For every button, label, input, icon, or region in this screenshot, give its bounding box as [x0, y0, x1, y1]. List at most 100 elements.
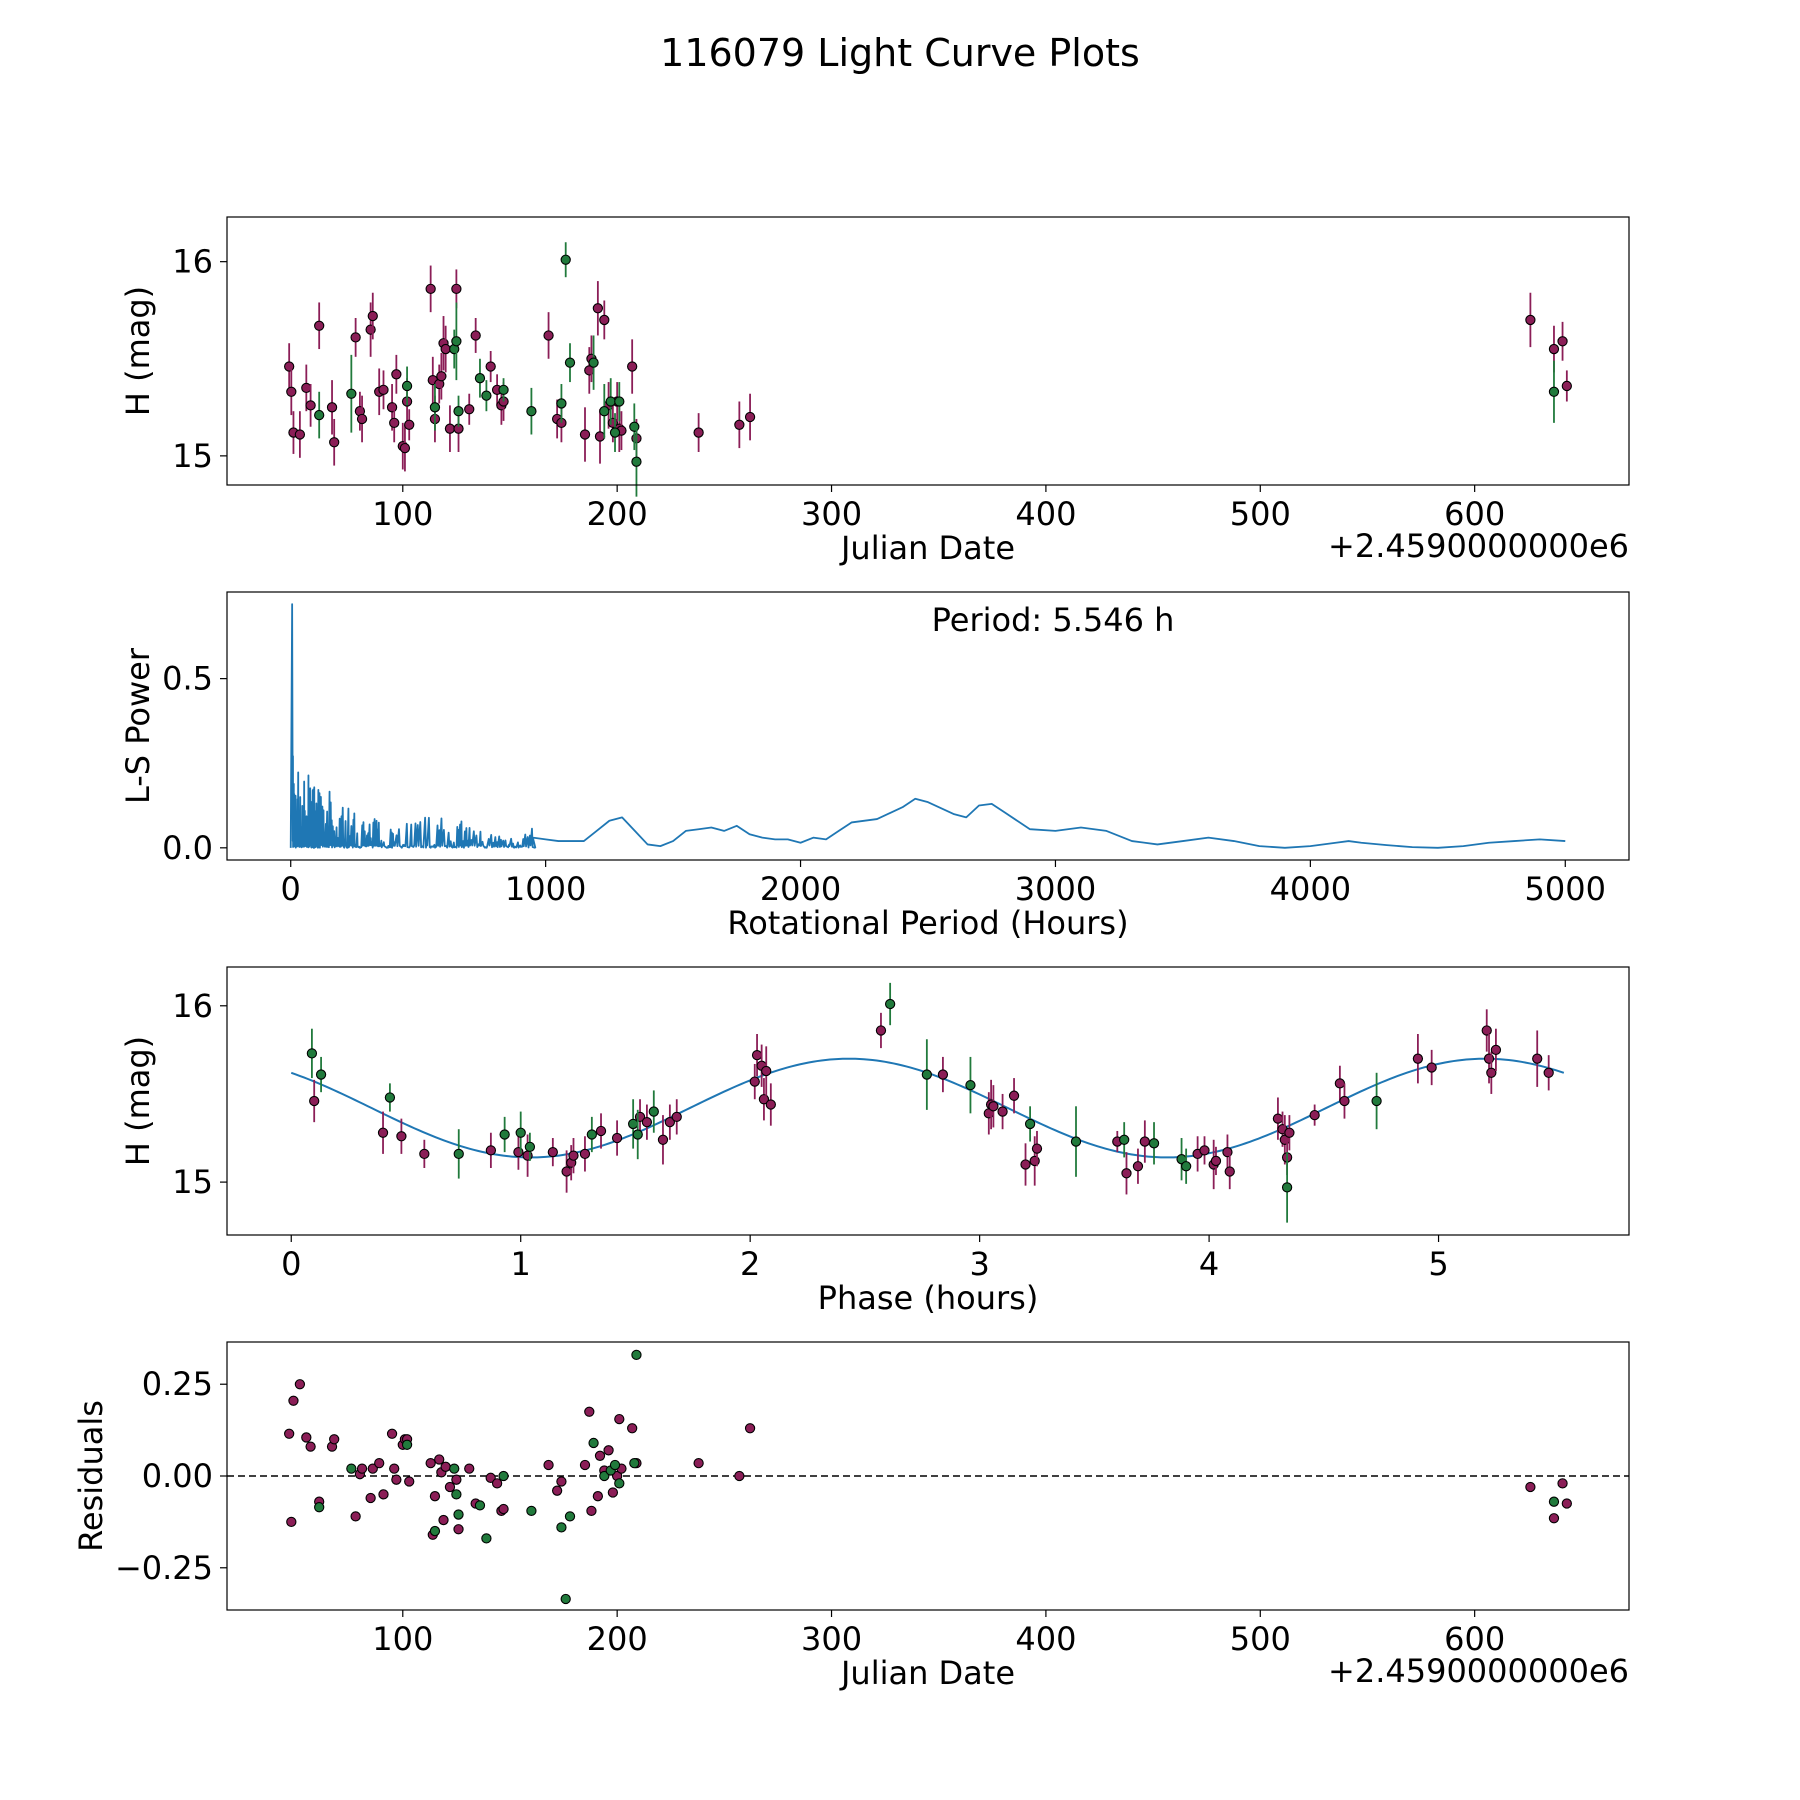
phase-point	[921, 1069, 933, 1080]
residuals-point	[1557, 1478, 1568, 1489]
phase-panel: Phase (hours) H (mag) 0 1 2 3 4 5 15 16	[119, 966, 1630, 1317]
residuals-point	[556, 1476, 567, 1487]
phase-point	[309, 1095, 320, 1107]
lightcurve-point	[425, 283, 436, 295]
residuals-point	[350, 1511, 361, 1522]
residuals-point	[438, 1514, 449, 1526]
phase-point	[485, 1145, 497, 1156]
periodogram-x-tick-label: 2000	[760, 870, 841, 908]
residuals-point	[744, 1423, 756, 1434]
residuals-point	[627, 1423, 638, 1434]
residuals-point	[440, 1461, 451, 1472]
phase-point	[1426, 1062, 1437, 1073]
residuals-point	[286, 1516, 297, 1528]
residuals-point	[346, 1463, 357, 1474]
residuals-point	[614, 1413, 625, 1425]
phase-point	[1070, 1136, 1082, 1147]
phase-point	[997, 1106, 1008, 1117]
lightcurve-point	[560, 254, 571, 265]
residuals-point	[374, 1458, 385, 1469]
residuals-point	[485, 1472, 496, 1483]
lightcurve-point	[305, 400, 316, 411]
phase-point	[377, 1127, 389, 1138]
periodogram-x-tick-label: 3000	[1015, 870, 1096, 908]
phase-point	[632, 1129, 643, 1140]
residuals-point	[367, 1463, 378, 1474]
lightcurve-point	[365, 324, 376, 335]
residuals-point	[1548, 1513, 1560, 1524]
lightcurve-point	[367, 310, 378, 322]
lightcurve-point	[1548, 386, 1560, 397]
residuals-y-tick-label: 0.00	[142, 1457, 213, 1495]
lightcurve-x-offset: +2.4590000000e6	[1328, 527, 1629, 565]
residuals-point	[594, 1450, 606, 1461]
lightcurve-point	[744, 411, 756, 423]
lightcurve-point	[389, 417, 400, 429]
phase-point	[1309, 1109, 1320, 1121]
residuals-point	[386, 1428, 398, 1439]
phase-x-tick-label: 1	[511, 1245, 531, 1283]
phase-point	[1222, 1146, 1233, 1158]
phase-x-tick-label: 2	[740, 1245, 760, 1283]
lightcurve-point	[734, 419, 745, 430]
lightcurve-point	[498, 384, 509, 395]
lightcurve-point	[451, 336, 462, 347]
lightcurve-point	[284, 361, 295, 372]
phase-point	[513, 1146, 524, 1158]
phase-point	[1339, 1095, 1350, 1107]
lightcurve-point	[556, 398, 567, 409]
phase-y-tick-label: 16	[172, 987, 213, 1025]
residuals-point	[391, 1474, 402, 1485]
lightcurve-point	[464, 404, 475, 415]
phase-point	[664, 1117, 676, 1128]
residuals-point	[631, 1349, 642, 1360]
residuals-point	[556, 1522, 567, 1533]
residuals-point	[579, 1459, 591, 1471]
residuals-point	[301, 1432, 312, 1443]
lightcurve-y-tick-label: 16	[172, 243, 213, 281]
phase-point	[384, 1092, 396, 1103]
lightcurve-x-tick-label: 400	[1015, 495, 1076, 533]
phase-point	[499, 1129, 510, 1140]
phase-point	[884, 998, 896, 1010]
residuals-point	[365, 1492, 376, 1504]
phase-point	[568, 1150, 579, 1161]
lightcurve-point	[599, 314, 610, 326]
phase-point	[515, 1127, 526, 1138]
periodogram-x-tick-label: 0	[281, 870, 301, 908]
phase-point	[641, 1117, 653, 1128]
residuals-point	[329, 1434, 340, 1445]
phase-point	[315, 1069, 327, 1080]
residuals-point	[543, 1459, 554, 1471]
lightcurve-point	[314, 409, 325, 421]
lightcurve-point	[356, 413, 368, 425]
phase-point	[453, 1148, 464, 1160]
phase-x-tick-label: 3	[969, 1245, 989, 1283]
lightcurve-point	[453, 406, 464, 417]
phase-point	[595, 1125, 607, 1137]
periodogram-y-tick-label: 0.5	[162, 660, 213, 698]
phase-point	[524, 1141, 536, 1152]
residuals-point	[491, 1478, 503, 1489]
lightcurve-x-tick-label: 200	[587, 495, 648, 533]
residuals-point	[451, 1489, 462, 1500]
residuals-point	[288, 1395, 299, 1406]
figure-title: 116079 Light Curve Plots	[660, 31, 1140, 75]
residuals-x-tick-label: 400	[1015, 1620, 1076, 1658]
phase-point	[1020, 1159, 1031, 1170]
residuals-x-offset: +2.4590000000e6	[1328, 1652, 1629, 1690]
residuals-point	[586, 1505, 597, 1517]
phase-point	[765, 1099, 776, 1110]
residuals-point	[404, 1476, 415, 1487]
phase-point	[758, 1094, 770, 1105]
residuals-point	[284, 1428, 295, 1439]
phase-point	[751, 1050, 763, 1061]
periodogram-line	[289, 603, 1566, 849]
residuals-point	[314, 1502, 325, 1513]
phase-x-tick-label: 4	[1199, 1245, 1219, 1283]
lightcurve-point	[301, 382, 312, 394]
phase-point	[965, 1079, 976, 1091]
lightcurve-point	[314, 320, 325, 331]
phase-point	[1008, 1090, 1020, 1101]
